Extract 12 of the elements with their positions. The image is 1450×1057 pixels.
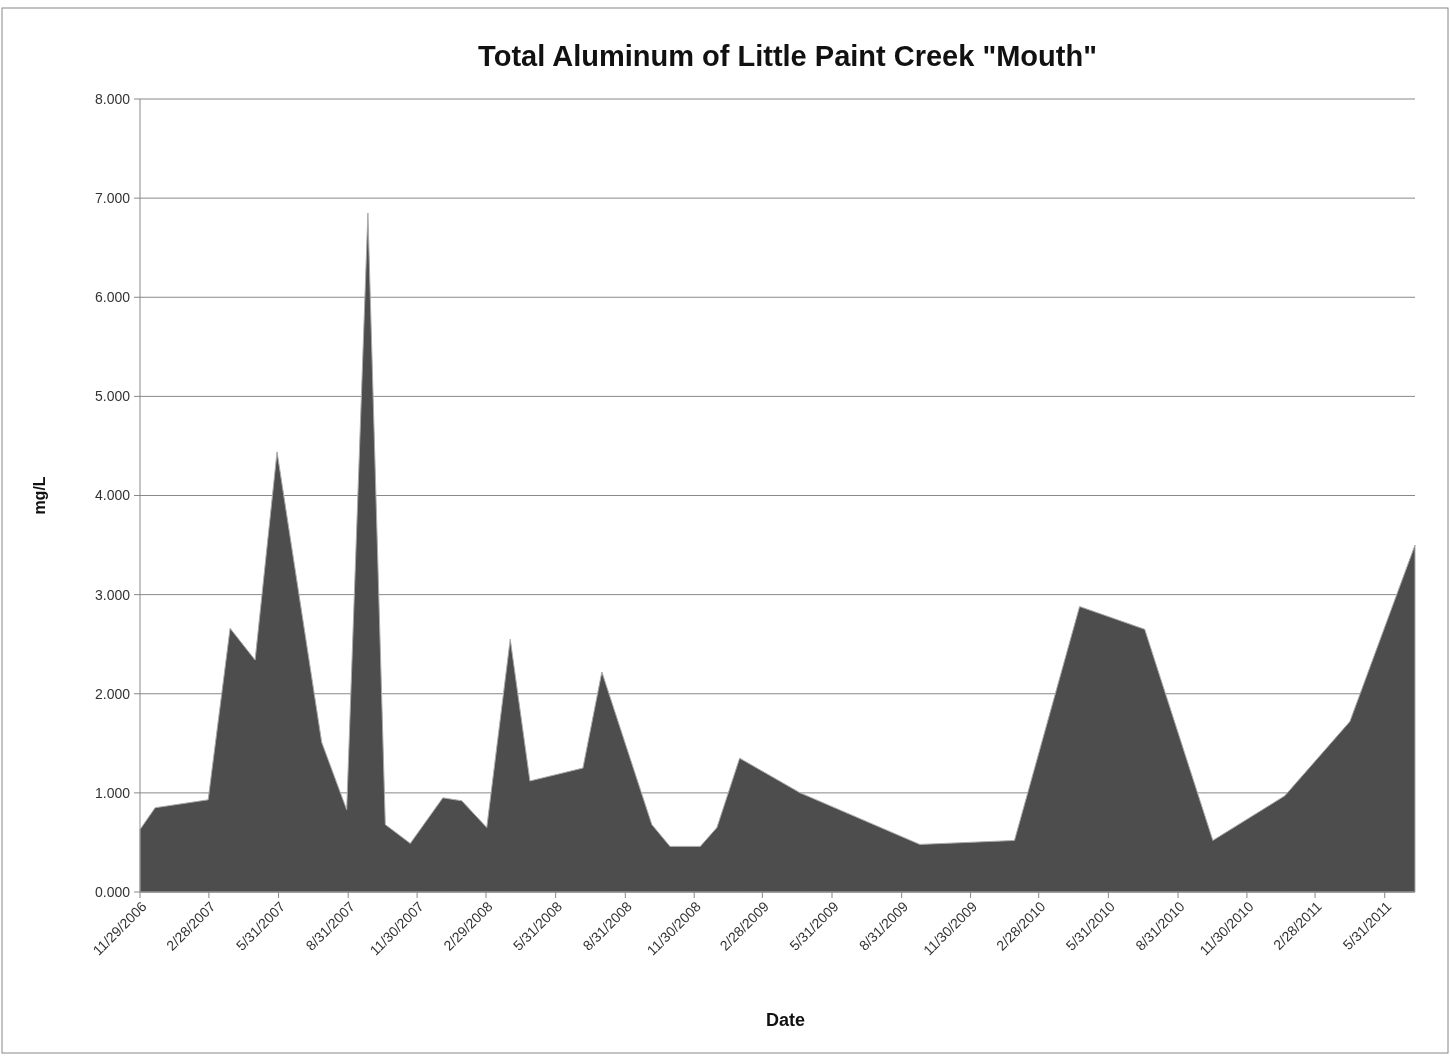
x-axis-title: Date bbox=[765, 1010, 806, 1030]
y-tick-label: 7.000 bbox=[94, 190, 131, 207]
y-tick-label: 8.000 bbox=[94, 90, 131, 107]
y-axis-title: mg/L bbox=[31, 476, 48, 515]
y-tick-label: 4.000 bbox=[94, 487, 131, 504]
y-tick-label: 5.000 bbox=[94, 388, 131, 405]
y-tick-label: 1.000 bbox=[94, 784, 131, 801]
chart-title: Total Aluminum of Little Paint Creek "Mouth" bbox=[478, 40, 1097, 72]
y-tick-label: 6.000 bbox=[94, 289, 131, 306]
y-tick-label: 0.000 bbox=[94, 883, 131, 900]
y-tick-label: 3.000 bbox=[94, 586, 131, 603]
y-tick-label: 2.000 bbox=[94, 685, 131, 702]
